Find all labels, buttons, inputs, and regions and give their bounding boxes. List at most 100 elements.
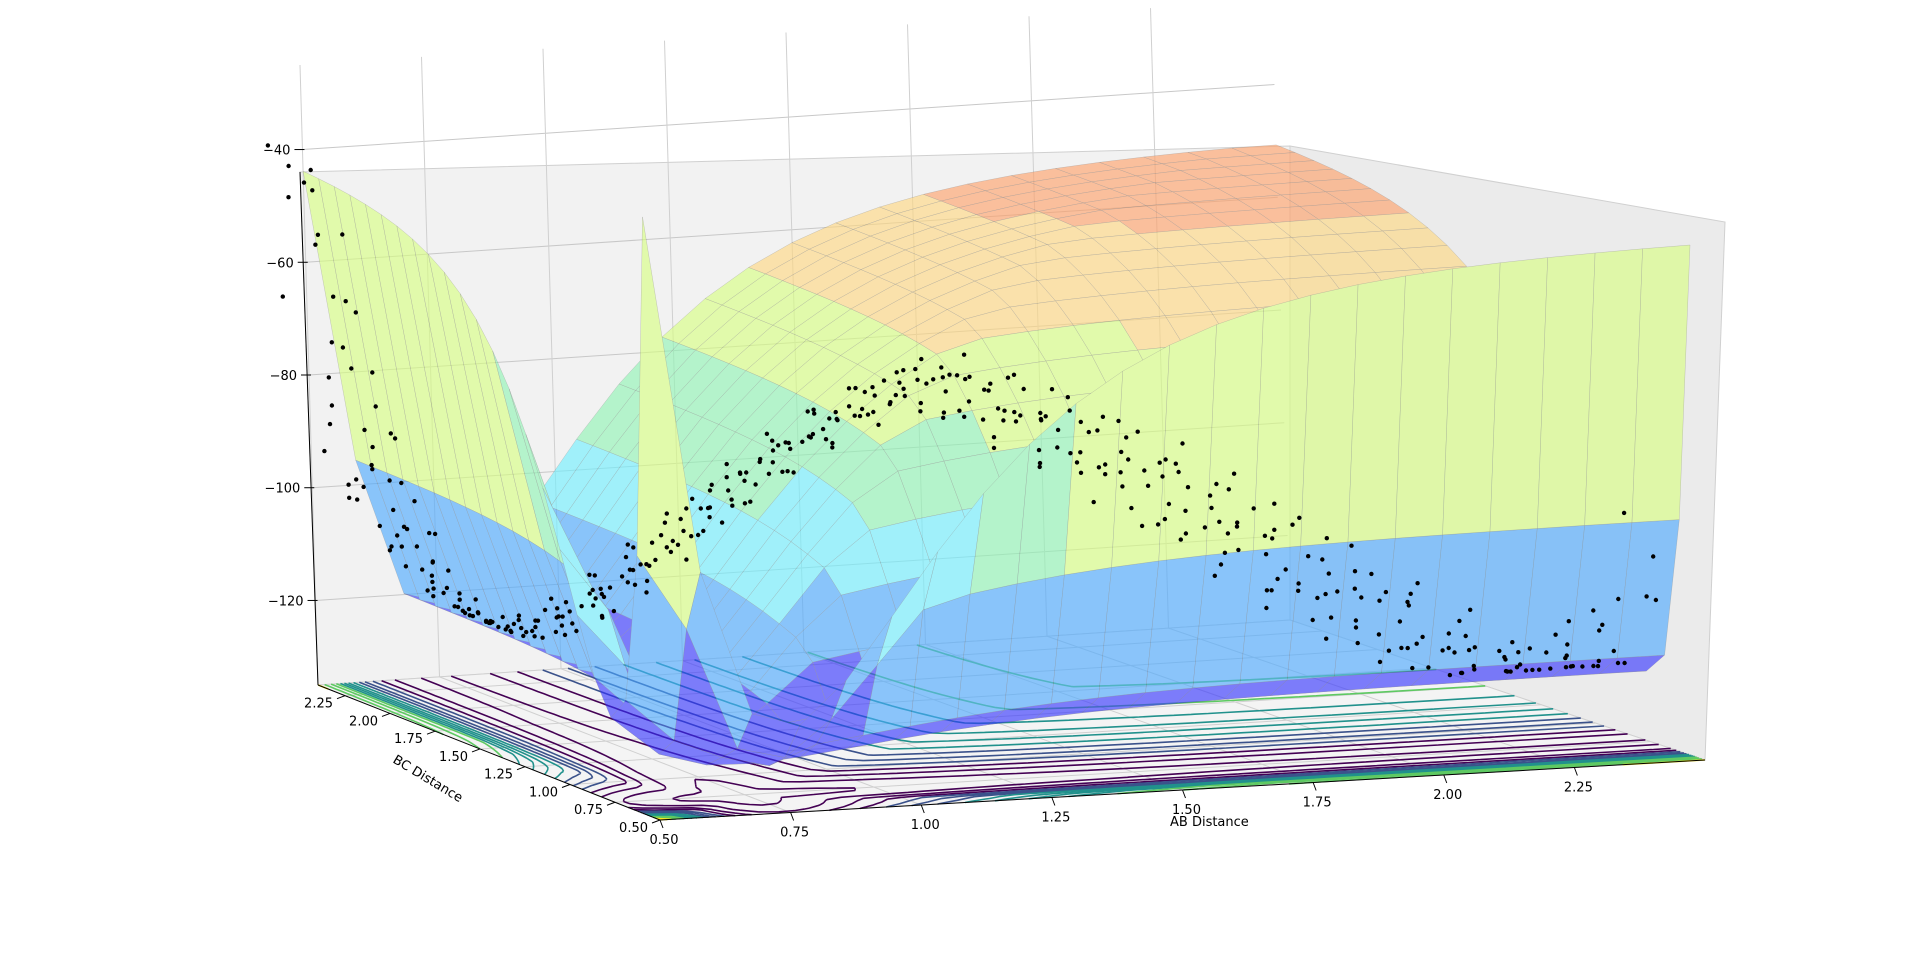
trajectory-point — [508, 629, 512, 633]
trajectory-point — [830, 445, 834, 449]
trajectory-point — [866, 412, 870, 416]
trajectory-point — [738, 470, 742, 474]
trajectory-point — [1651, 554, 1655, 558]
trajectory-point — [1353, 569, 1357, 573]
trajectory-point — [354, 477, 358, 481]
trajectory-point — [1235, 524, 1239, 528]
trajectory-point — [1160, 474, 1164, 478]
trajectory-point — [405, 527, 409, 531]
trajectory-point — [626, 542, 630, 546]
trajectory-point — [1472, 664, 1476, 668]
trajectory-point — [496, 625, 500, 629]
trajectory-point — [1406, 646, 1410, 650]
trajectory-point — [1101, 415, 1105, 419]
trajectory-point — [1407, 603, 1411, 607]
trajectory-point — [517, 618, 521, 622]
trajectory-point — [1410, 666, 1414, 670]
trajectory-point — [1284, 567, 1288, 571]
trajectory-point — [726, 488, 730, 492]
trajectory-point — [1209, 506, 1213, 510]
trajectory-point — [555, 606, 559, 610]
trajectory-point — [1591, 664, 1595, 668]
trajectory-point — [328, 422, 332, 426]
trajectory-point — [556, 614, 560, 618]
trajectory-point — [1580, 664, 1584, 668]
trajectory-point — [942, 410, 946, 414]
trajectory-point — [1272, 528, 1276, 532]
trajectory-point — [346, 483, 350, 487]
trajectory-point — [1055, 445, 1059, 449]
trajectory-point — [1075, 460, 1079, 464]
trajectory-point — [591, 603, 595, 607]
trajectory-point — [669, 550, 673, 554]
trajectory-point — [600, 616, 604, 620]
trajectory-point — [988, 382, 992, 386]
trajectory-point — [1567, 619, 1571, 623]
trajectory-point — [1349, 544, 1353, 548]
trajectory-point — [644, 590, 648, 594]
trajectory-point — [671, 539, 675, 543]
trajectory-point — [1038, 411, 1042, 415]
trajectory-point — [389, 544, 393, 548]
trajectory-point — [1129, 506, 1133, 510]
trajectory-point — [441, 591, 445, 595]
trajectory-point — [1616, 661, 1620, 665]
trajectory-point — [1265, 588, 1269, 592]
trajectory-point — [1001, 418, 1005, 422]
trajectory-point — [1563, 656, 1567, 660]
trajectory-point — [765, 432, 769, 436]
trajectory-point — [1325, 536, 1329, 540]
trajectory-point — [1497, 649, 1501, 653]
trajectory-point — [1369, 572, 1373, 576]
trajectory-point — [602, 595, 606, 599]
trajectory-point — [1378, 660, 1382, 664]
trajectory-point — [579, 604, 583, 608]
trajectory-point — [1103, 472, 1107, 476]
trajectory-point — [791, 470, 795, 474]
trajectory-point — [1616, 597, 1620, 601]
x-tick-mark — [1183, 790, 1186, 798]
trajectory-point — [1415, 581, 1419, 585]
trajectory-point — [286, 164, 290, 168]
trajectory-point — [425, 588, 429, 592]
trajectory-point — [1544, 650, 1548, 654]
trajectory-point — [427, 531, 431, 535]
trajectory-point — [1440, 648, 1444, 652]
trajectory-point — [420, 567, 424, 571]
trajectory-point — [1203, 525, 1207, 529]
trajectory-point — [1014, 419, 1018, 423]
trajectory-point — [1232, 472, 1236, 476]
trajectory-point — [1297, 516, 1301, 520]
trajectory-point — [1087, 430, 1091, 434]
trajectory-point — [1006, 376, 1010, 380]
trajectory-point — [1227, 487, 1231, 491]
trajectory-point — [730, 504, 734, 508]
trajectory-point — [1311, 618, 1315, 622]
y-tick-label: 2.25 — [304, 697, 333, 712]
trajectory-point — [1415, 642, 1419, 646]
trajectory-point — [458, 598, 462, 602]
trajectory-point — [560, 623, 564, 627]
z-tick-label: −100 — [265, 482, 301, 497]
trajectory-point — [476, 611, 480, 615]
trajectory-point — [767, 472, 771, 476]
trajectory-point — [963, 377, 967, 381]
y-tick-label: 1.00 — [529, 785, 558, 800]
trajectory-point — [659, 533, 663, 537]
trajectory-point — [986, 388, 990, 392]
trajectory-point — [871, 410, 875, 414]
trajectory-point — [1226, 531, 1230, 535]
trajectory-point — [1528, 646, 1532, 650]
trajectory-point — [549, 597, 553, 601]
trajectory-point — [1327, 571, 1331, 575]
trajectory-point — [587, 573, 591, 577]
trajectory-point — [1335, 589, 1339, 593]
trajectory-point — [341, 345, 345, 349]
trajectory-point — [876, 423, 880, 427]
trajectory-point — [690, 497, 694, 501]
trajectory-point — [370, 467, 374, 471]
trajectory-point — [650, 541, 654, 545]
trajectory-point — [378, 524, 382, 528]
trajectory-point — [588, 591, 592, 595]
trajectory-point — [1118, 470, 1122, 474]
